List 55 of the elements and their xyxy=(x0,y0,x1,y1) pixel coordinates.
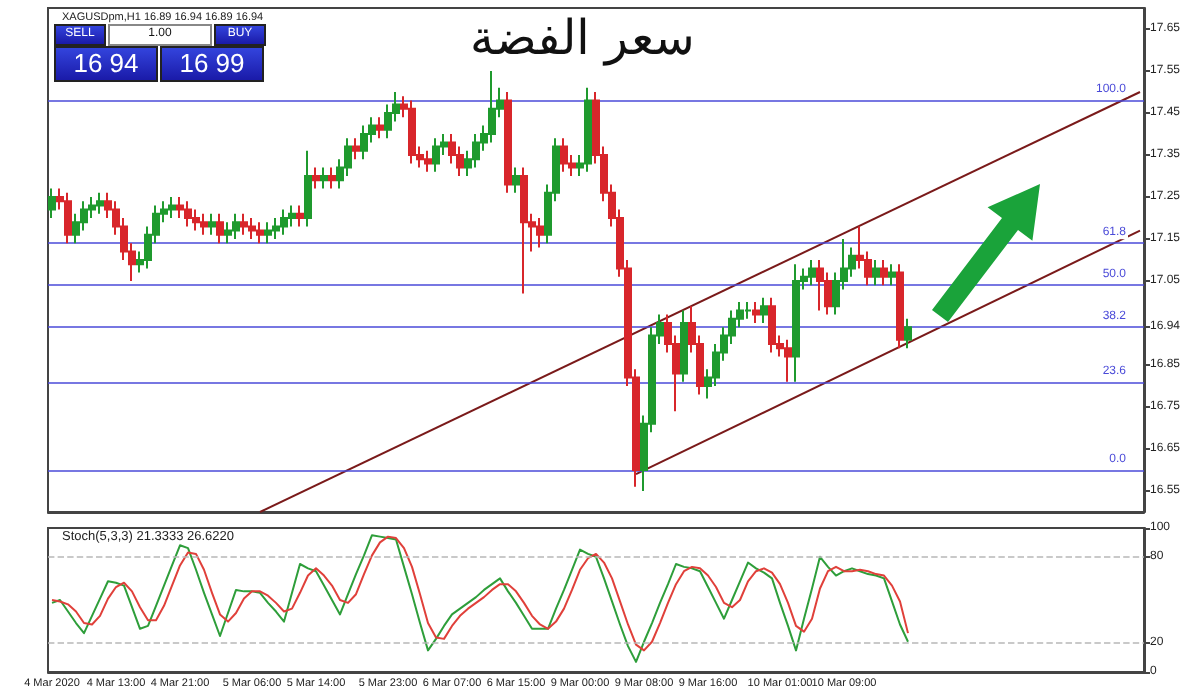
candlestick xyxy=(816,259,824,312)
candlestick xyxy=(96,191,104,215)
candlestick xyxy=(168,196,176,219)
candlestick xyxy=(768,296,776,354)
candlestick xyxy=(248,217,256,240)
candlestick xyxy=(184,200,192,228)
candlestick xyxy=(176,196,184,219)
candlestick xyxy=(680,309,688,383)
candlestick xyxy=(584,86,592,173)
candlestick xyxy=(520,166,528,295)
candlestick xyxy=(408,99,416,165)
candlestick xyxy=(200,212,208,236)
candlestick xyxy=(232,212,240,240)
candlestick xyxy=(760,296,768,324)
candlestick xyxy=(752,301,760,324)
candlestick xyxy=(288,204,296,228)
candlestick xyxy=(360,124,368,161)
candlestick xyxy=(208,212,216,236)
candlestick xyxy=(784,338,792,383)
candlestick xyxy=(264,221,272,245)
candlestick xyxy=(560,137,568,173)
candlestick xyxy=(296,204,304,228)
candlestick xyxy=(472,133,480,169)
candlestick xyxy=(216,212,224,245)
chart-title: سعر الفضة xyxy=(470,10,695,66)
candlestick xyxy=(744,301,752,320)
candlestick xyxy=(904,317,912,350)
candlestick xyxy=(376,116,384,140)
candlestick xyxy=(64,191,72,245)
candlestick xyxy=(808,259,816,287)
candlestick xyxy=(320,166,328,190)
sell-price-box: 16 94 xyxy=(54,46,158,82)
candlestick xyxy=(256,221,264,245)
candlestick xyxy=(424,149,432,173)
candlestick xyxy=(224,221,232,245)
candlestick xyxy=(240,212,248,236)
candlestick xyxy=(888,263,896,287)
candlestick xyxy=(432,137,440,173)
candlestick xyxy=(536,217,544,249)
buy-price-box: 16 99 xyxy=(160,46,264,82)
candlestick xyxy=(512,166,520,194)
candlestick xyxy=(272,217,280,240)
candlestick xyxy=(880,259,888,287)
candlestick xyxy=(304,149,312,228)
candlestick xyxy=(896,263,904,350)
candlestick xyxy=(192,208,200,232)
candlestick xyxy=(328,166,336,190)
candlestick xyxy=(48,187,56,219)
candlestick xyxy=(872,259,880,287)
candlestick xyxy=(312,166,320,190)
candlestick xyxy=(280,208,288,236)
candlestick xyxy=(488,70,496,144)
candlestick xyxy=(352,137,360,161)
candlestick xyxy=(504,91,512,194)
candlestick xyxy=(792,263,800,383)
